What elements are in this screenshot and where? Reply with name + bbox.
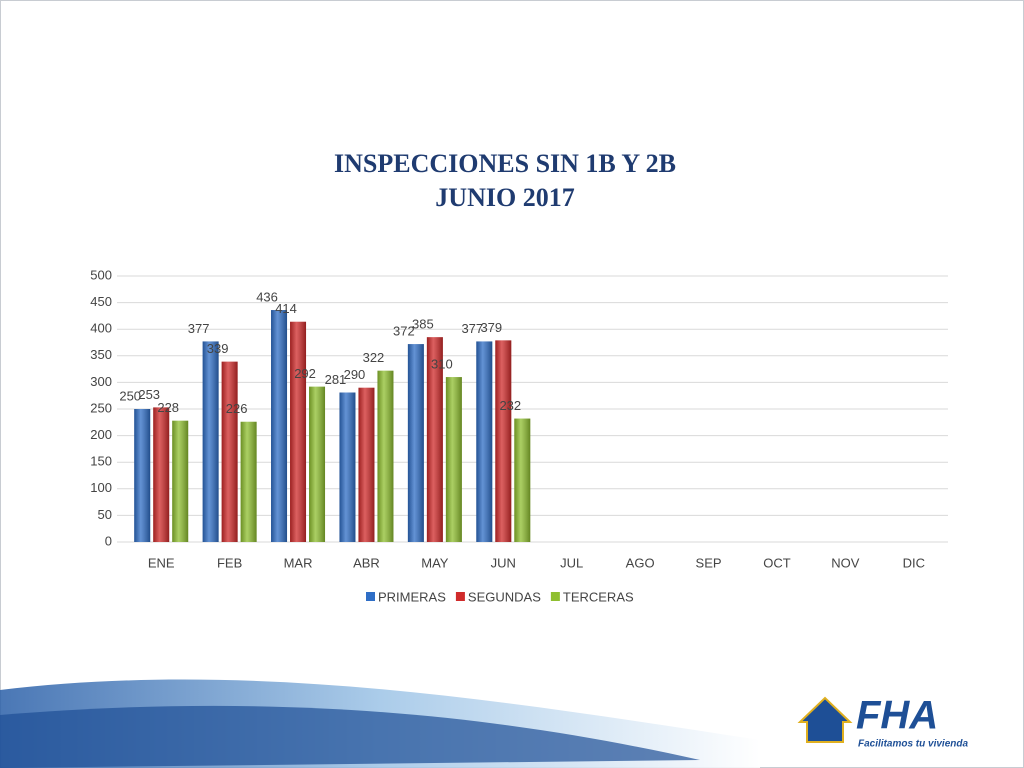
x-tick-label: OCT <box>763 555 791 570</box>
y-tick-label: 250 <box>90 400 112 415</box>
value-label: 372 <box>393 324 415 339</box>
value-label: 414 <box>275 301 297 316</box>
x-tick-label: SEP <box>696 555 722 570</box>
legend-swatch <box>455 592 465 601</box>
legend-label: TERCERAS <box>563 589 634 604</box>
value-label: 232 <box>499 398 521 413</box>
bar <box>134 409 151 542</box>
y-tick-label: 100 <box>90 480 112 495</box>
y-tick-label: 50 <box>98 507 112 522</box>
value-label: 310 <box>431 357 453 372</box>
bar <box>514 418 531 542</box>
value-label: 377 <box>188 321 210 336</box>
x-tick-label: ENE <box>148 555 175 570</box>
value-label: 250 <box>119 388 141 403</box>
x-tick-label: ABR <box>353 555 380 570</box>
bar <box>202 341 219 542</box>
value-label: 339 <box>207 341 229 356</box>
bar <box>309 386 326 542</box>
value-label: 226 <box>226 401 248 416</box>
y-tick-label: 450 <box>90 294 112 309</box>
bar <box>290 321 307 542</box>
y-tick-label: 350 <box>90 347 112 362</box>
value-label: 253 <box>138 387 160 402</box>
legend-swatch <box>550 592 560 601</box>
chart-subtitle: JUNIO 2017 <box>435 183 574 212</box>
bar <box>407 344 424 542</box>
y-tick-label: 400 <box>90 321 112 336</box>
bar <box>221 361 238 542</box>
value-label: 436 <box>256 289 278 304</box>
value-label: 385 <box>412 317 434 332</box>
logo: FHA Facilitamos tu vivienda <box>797 694 968 750</box>
x-tick-label: MAY <box>421 555 449 570</box>
bar <box>445 377 462 542</box>
bar <box>377 370 394 542</box>
x-tick-label: JUL <box>560 555 583 570</box>
value-label: 228 <box>157 400 179 415</box>
bar <box>358 387 375 542</box>
y-tick-label: 500 <box>90 267 112 282</box>
logo-house <box>797 696 853 743</box>
bar <box>271 310 288 542</box>
bar <box>476 341 493 542</box>
y-tick-label: 300 <box>90 374 112 389</box>
legend-swatch <box>366 592 375 601</box>
value-label: 290 <box>344 367 366 382</box>
legend-label: PRIMERAS <box>378 589 446 604</box>
legend-label: SEGUNDAS <box>468 589 541 604</box>
value-label: 281 <box>325 372 347 387</box>
bar <box>240 421 257 542</box>
bar <box>495 340 512 542</box>
value-label: 292 <box>294 366 316 381</box>
bar <box>153 407 170 542</box>
x-tick-label: MAR <box>284 555 313 570</box>
x-tick-label: FEB <box>217 555 242 570</box>
bar <box>172 420 189 542</box>
logo-tagline: Facilitamos tu vivienda <box>858 739 968 750</box>
logo-name: FHA <box>856 694 938 738</box>
y-tick-label: 0 <box>105 533 112 548</box>
value-label: 377 <box>461 321 483 336</box>
bar <box>339 392 356 542</box>
y-tick-label: 150 <box>90 454 112 469</box>
y-tick-label: 200 <box>90 427 112 442</box>
value-label: 379 <box>480 320 502 335</box>
x-tick-label: DIC <box>903 555 925 570</box>
x-tick-label: NOV <box>831 555 860 570</box>
chart-title: INSPECCIONES SIN 1B Y 2B <box>334 149 676 178</box>
x-tick-label: AGO <box>626 555 655 570</box>
value-label: 322 <box>363 350 385 365</box>
swoosh-dark <box>0 705 700 768</box>
x-tick-label: JUN <box>491 555 516 570</box>
